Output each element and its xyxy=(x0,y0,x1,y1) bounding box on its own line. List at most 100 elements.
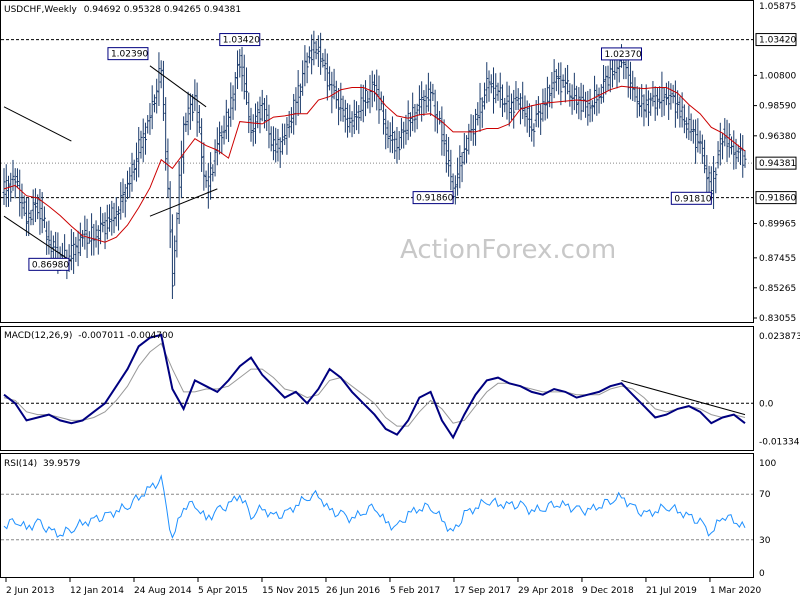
price-bar xyxy=(24,197,28,237)
price-annotation: 0.91860 xyxy=(412,191,454,205)
price-bar xyxy=(590,100,594,122)
macd-tick-label: 0.023873 xyxy=(759,332,800,342)
price-bar xyxy=(478,82,482,132)
price-bar xyxy=(678,96,682,128)
price-bar xyxy=(411,92,415,132)
price-bar xyxy=(640,84,644,118)
price-bar xyxy=(635,86,639,118)
price-bar xyxy=(415,103,419,130)
rsi-tick-label: 70 xyxy=(759,490,771,500)
price-bar xyxy=(577,87,581,120)
price-bar xyxy=(276,128,280,162)
price-tick-label: 1.00800 xyxy=(753,71,796,81)
rsi-tick-label: 0 xyxy=(759,569,765,579)
price-bar xyxy=(184,112,188,132)
price-bar xyxy=(653,86,657,121)
price-bar xyxy=(687,105,691,140)
price-tick-label: 0.96380 xyxy=(753,132,796,142)
svg-text:24 Aug 2014: 24 Aug 2014 xyxy=(134,586,192,596)
price-bar xyxy=(132,159,136,181)
price-bar xyxy=(727,123,731,158)
rsi-layer: 100 70 30 0 xyxy=(1,459,776,579)
price-bar xyxy=(4,164,8,208)
price-bar xyxy=(505,81,509,120)
svg-text:1.05875: 1.05875 xyxy=(759,2,796,12)
price-bar xyxy=(314,40,318,60)
price-bar xyxy=(6,175,10,207)
price-bar xyxy=(682,104,686,134)
trend-line-0 xyxy=(3,106,72,142)
x-tick-label: 2 Jun 2013 xyxy=(5,578,54,596)
price-bar xyxy=(114,197,118,227)
price-bar xyxy=(155,78,159,114)
price-bar xyxy=(541,88,545,122)
x-tick-label: 24 Aug 2014 xyxy=(133,578,192,596)
watermark: ActionForex.com xyxy=(400,235,616,265)
price-bar xyxy=(602,64,606,103)
price-bar xyxy=(597,87,601,114)
price-annotation: 0.91810 xyxy=(670,191,712,205)
price-tick-label: 0.87455 xyxy=(753,254,796,264)
price-bar xyxy=(694,119,698,164)
price-bar xyxy=(433,89,437,132)
price-bar xyxy=(525,100,529,133)
svg-text:100: 100 xyxy=(759,459,776,469)
rsi-panel xyxy=(0,453,754,578)
svg-text:0.96380: 0.96380 xyxy=(759,132,796,142)
price-bar xyxy=(240,46,244,92)
price-bar xyxy=(341,95,345,122)
trend-line-2 xyxy=(149,65,207,108)
price-bar xyxy=(323,48,327,82)
x-tick-label: 26 Jun 2016 xyxy=(325,578,380,596)
price-bar xyxy=(289,107,293,134)
price-bar xyxy=(604,66,608,95)
price-bar xyxy=(170,214,174,299)
price-bar xyxy=(251,114,255,147)
price-bar xyxy=(258,96,262,134)
price-bar xyxy=(220,125,224,155)
price-bar xyxy=(496,82,500,101)
macd-panel xyxy=(0,326,754,451)
price-bar xyxy=(337,88,341,126)
price-bar xyxy=(83,215,87,250)
price-bar xyxy=(644,84,648,118)
svg-text:15 Nov 2015: 15 Nov 2015 xyxy=(262,586,320,596)
price-bar xyxy=(691,119,695,144)
svg-text:2 Jun 2013: 2 Jun 2013 xyxy=(6,586,54,596)
price-bar xyxy=(611,56,615,88)
price-bar xyxy=(31,189,35,226)
price-bar xyxy=(568,83,572,107)
svg-text:21 Jul 2019: 21 Jul 2019 xyxy=(646,586,697,596)
svg-text:70: 70 xyxy=(759,490,771,500)
price-bar xyxy=(164,97,168,171)
price-bar xyxy=(15,168,19,189)
price-bar xyxy=(539,104,543,135)
price-bar xyxy=(69,229,73,271)
macd-tick-label: -0.013346 xyxy=(759,437,800,447)
price-bar xyxy=(507,85,511,127)
price-bar xyxy=(530,105,534,142)
price-bar xyxy=(29,210,33,226)
price-bar xyxy=(126,170,129,200)
price-bar xyxy=(707,165,711,194)
price-bar xyxy=(716,141,720,169)
price-bar xyxy=(99,206,103,245)
macd-main-line xyxy=(3,333,746,440)
svg-text:0.94381: 0.94381 xyxy=(759,159,796,169)
price-bar xyxy=(527,103,531,138)
price-bar xyxy=(278,137,282,168)
price-tick-label: 0.91860 xyxy=(755,191,797,205)
svg-text:29 Apr 2018: 29 Apr 2018 xyxy=(518,586,574,596)
price-bar xyxy=(78,222,82,257)
price-bar xyxy=(343,99,347,133)
svg-text:0.91860: 0.91860 xyxy=(759,194,796,204)
price-bar xyxy=(141,118,145,163)
price-bar xyxy=(204,170,208,188)
price-bar xyxy=(262,97,266,129)
price-bar xyxy=(465,135,469,164)
price-bar xyxy=(480,97,484,128)
price-bar xyxy=(76,230,80,267)
price-bar xyxy=(27,197,31,237)
price-bar xyxy=(110,200,114,236)
